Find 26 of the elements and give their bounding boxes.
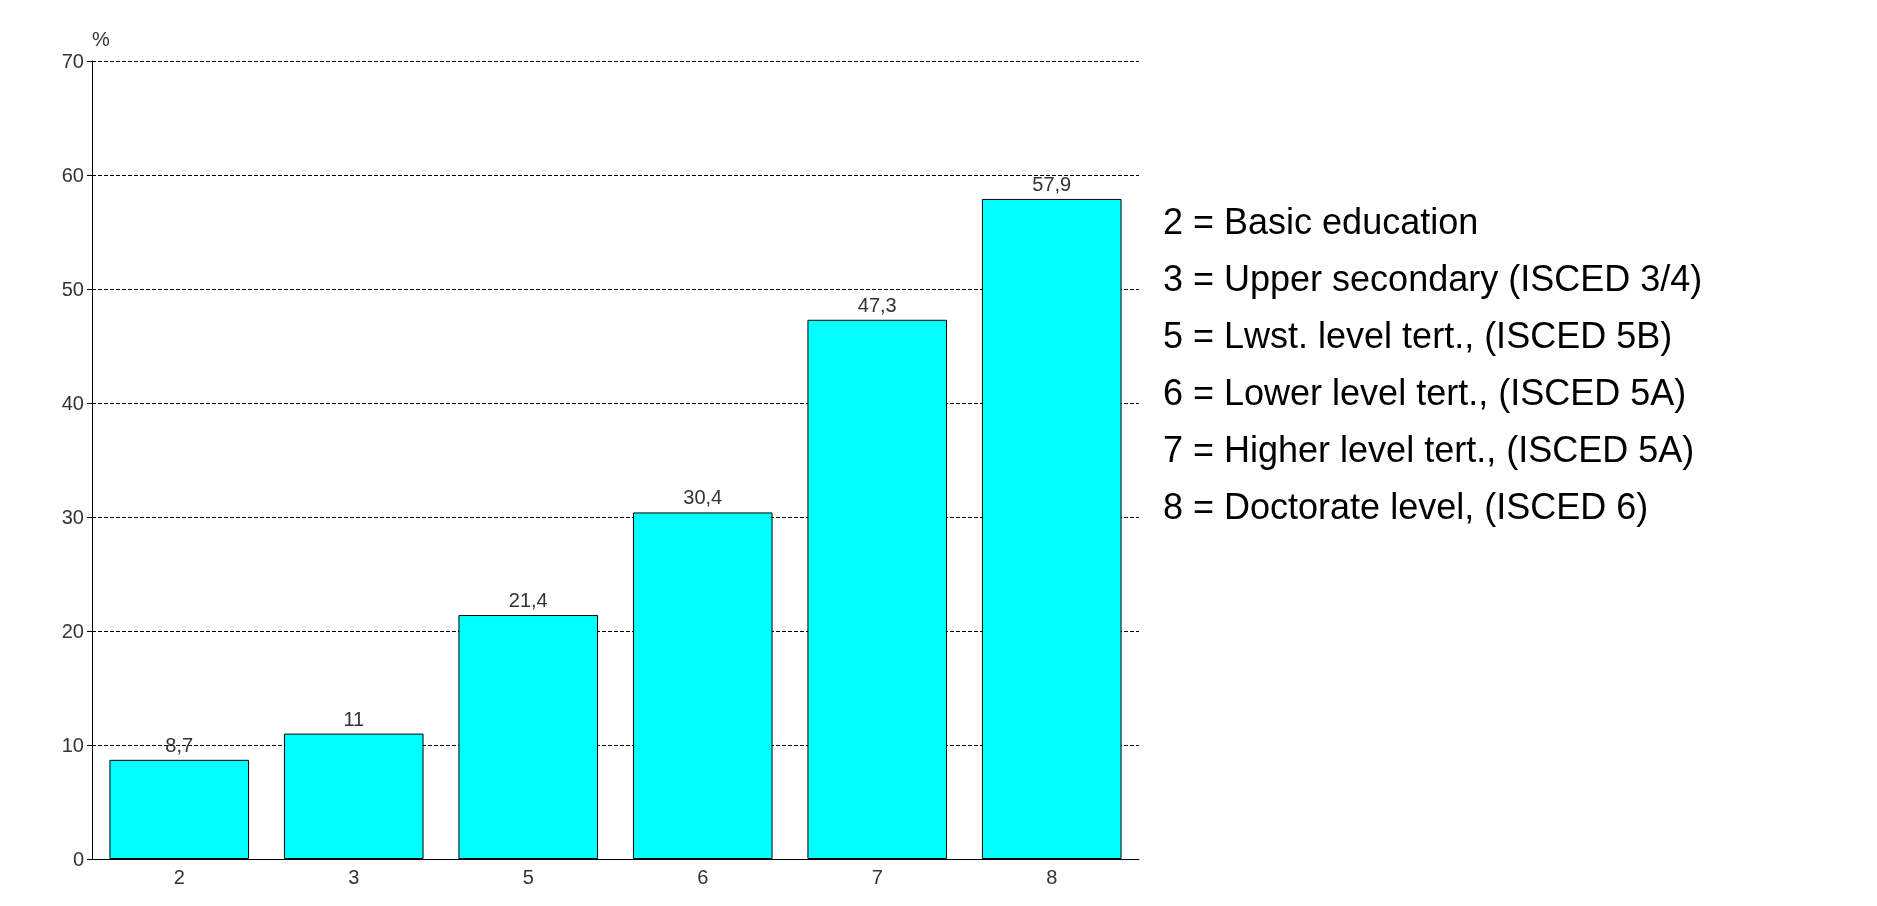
y-tick-label: 20 <box>61 620 84 642</box>
y-tick-label: 30 <box>61 506 84 528</box>
data-label: 21,4 <box>508 589 548 612</box>
y-tick-label: 50 <box>61 278 84 300</box>
y-tick-label: 10 <box>61 734 84 756</box>
text: 7 = Higher level tert., (ISCED 5A) <box>1163 428 1695 470</box>
data-label: 11 <box>343 707 365 730</box>
y-tick-label: 0 <box>72 848 84 870</box>
text: 8 = Doctorate level, (ISCED 6) <box>1163 485 1649 527</box>
text: 5 = Lwst. level tert., (ISCED 5B) <box>1163 314 1673 356</box>
x-tick-label: 6 <box>697 866 709 888</box>
data-label: 47,3 <box>857 293 897 316</box>
text: 3 = Upper secondary (ISCED 3/4) <box>1163 257 1703 299</box>
x-tick-label: 7 <box>871 866 883 888</box>
x-tick-label: 8 <box>1046 866 1058 888</box>
x-tick-label: 2 <box>173 866 185 888</box>
y-tick-label: 60 <box>61 164 84 186</box>
data-label: 57,9 <box>1032 172 1072 195</box>
y-tick-label: 40 <box>61 392 84 414</box>
text: 6 = Lower level tert., (ISCED 5A) <box>1163 371 1687 413</box>
x-tick-label: 5 <box>522 866 534 888</box>
data-label: 30,4 <box>683 486 723 509</box>
text: 2 = Basic education <box>1163 200 1479 242</box>
x-tick-label: 3 <box>348 866 360 888</box>
y-tick-label: 70 <box>61 50 84 72</box>
y-axis-title: % <box>92 28 110 50</box>
